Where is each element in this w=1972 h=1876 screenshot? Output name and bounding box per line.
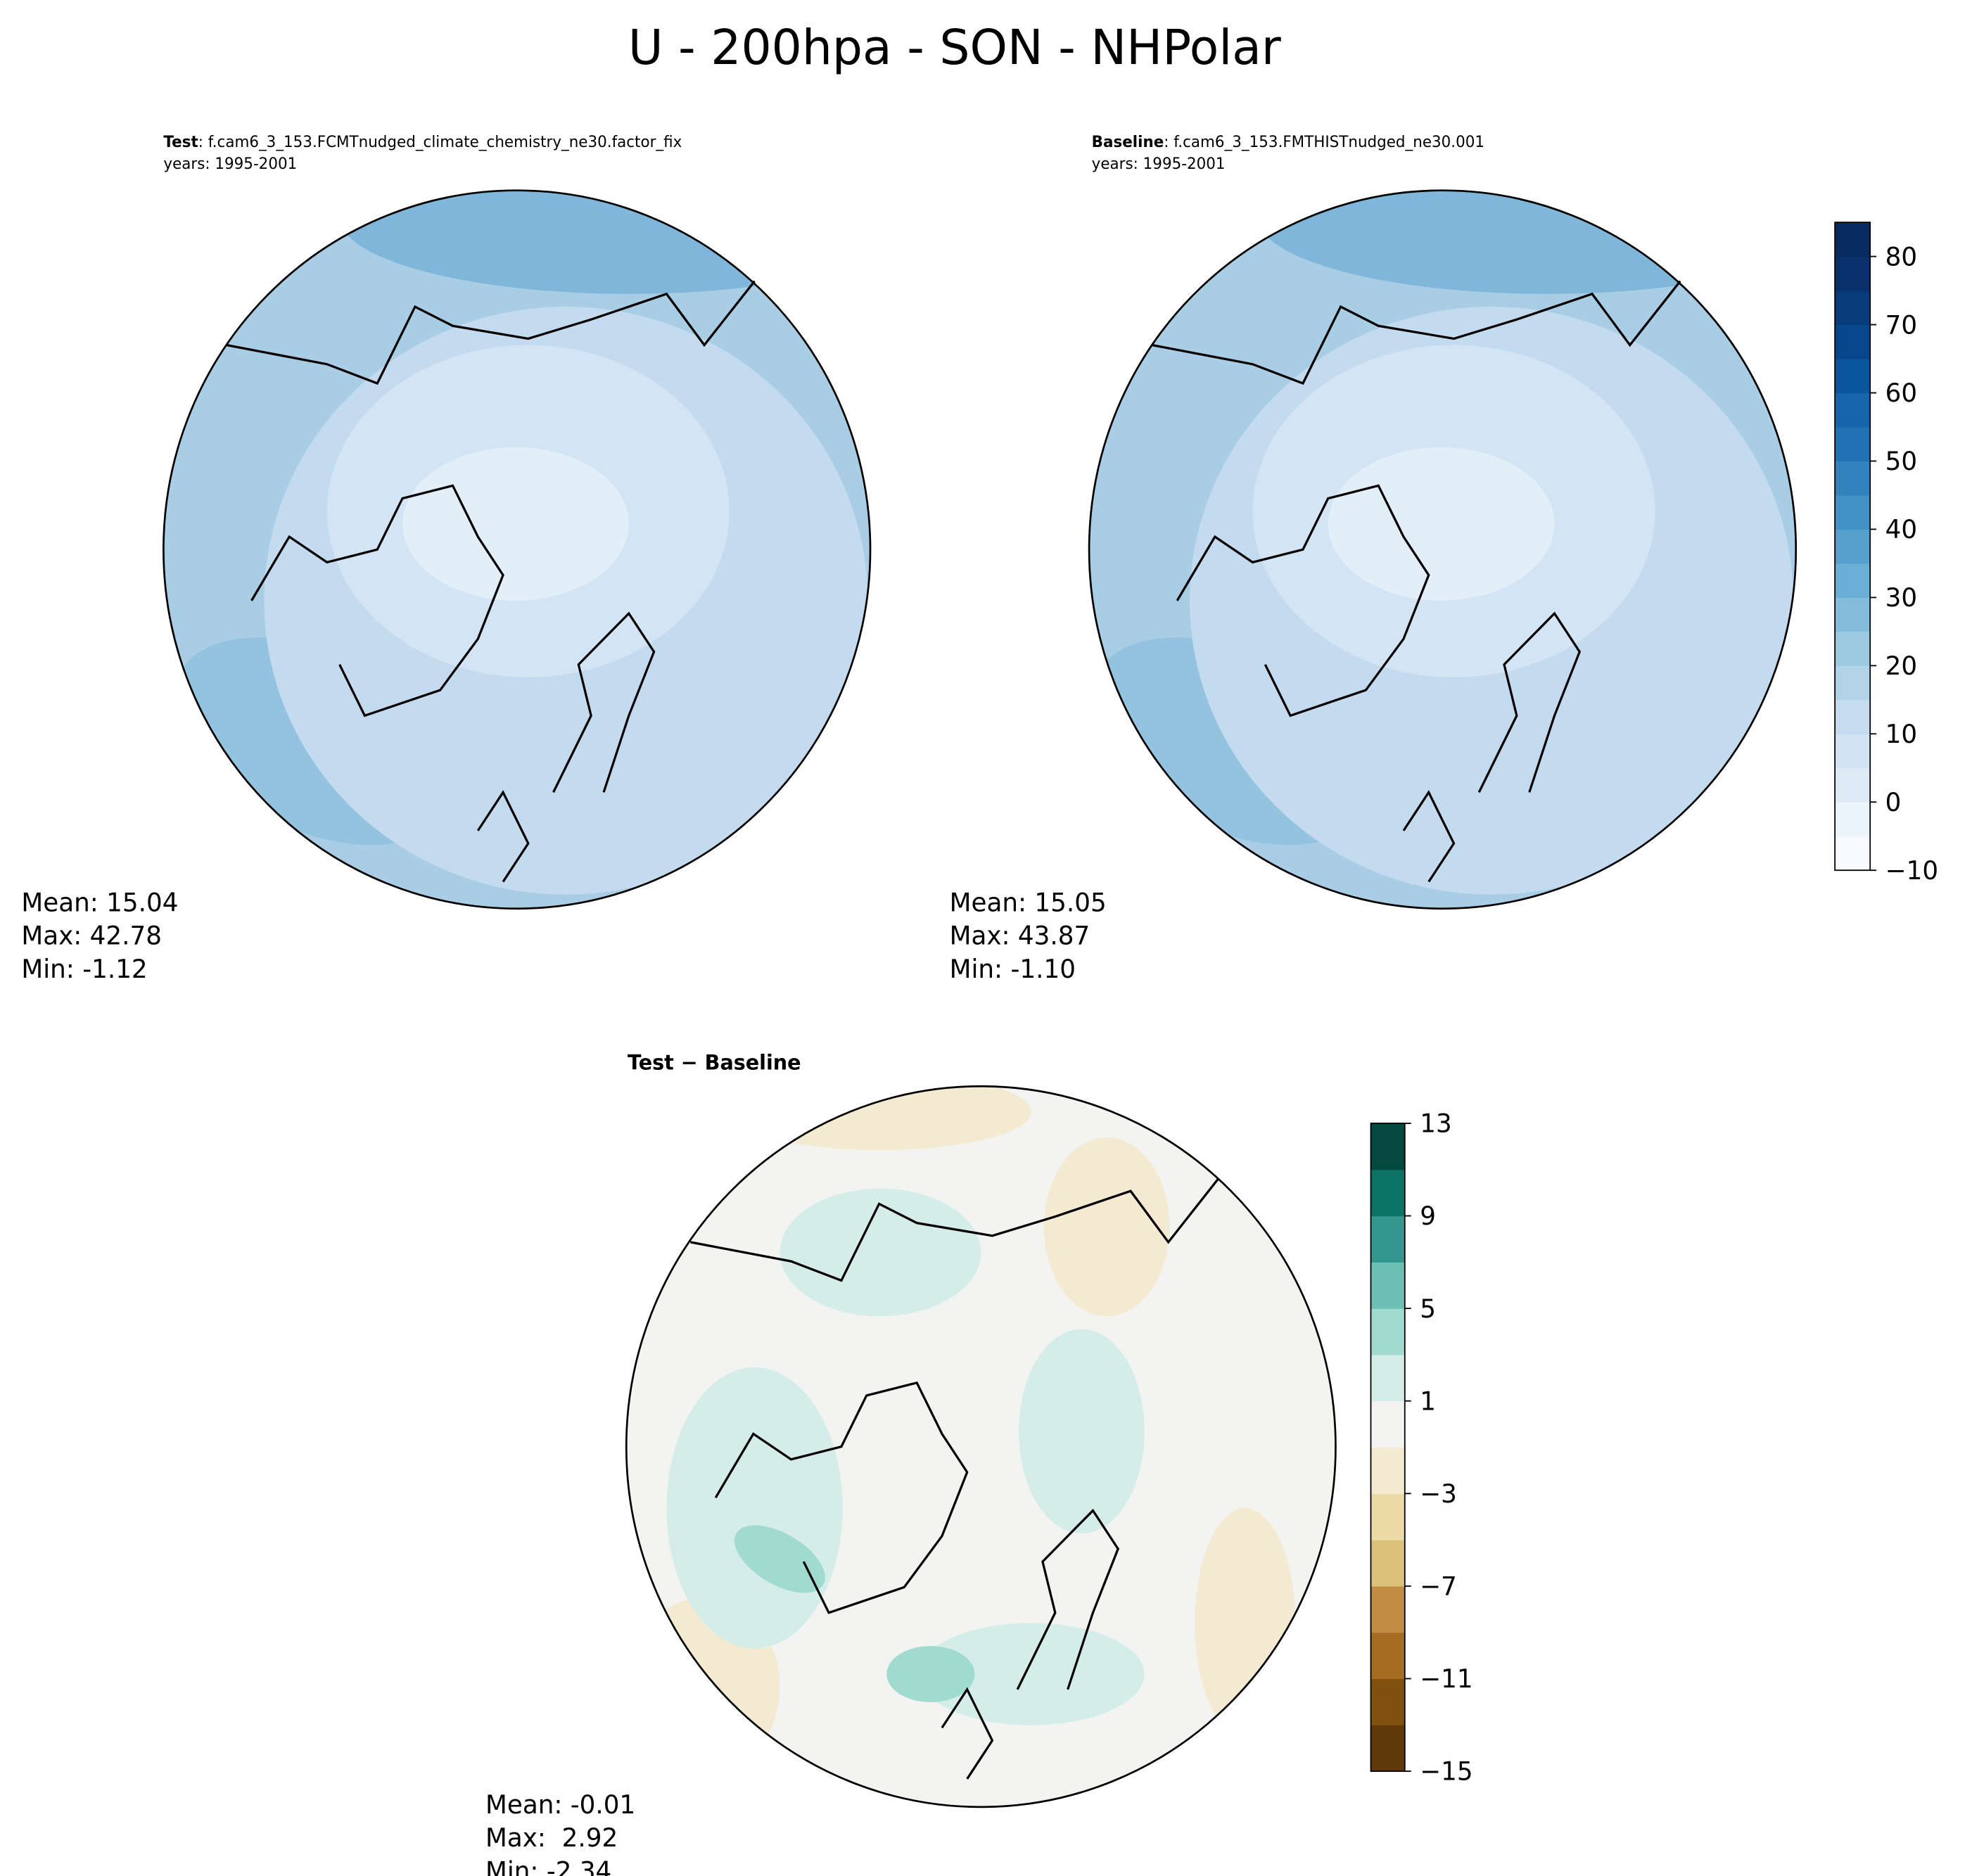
colorbar-segment <box>1835 359 1871 394</box>
colorbar-tick-label: 9 <box>1420 1202 1436 1231</box>
colorbar-segment <box>1370 1215 1405 1263</box>
colorbar-segment <box>1370 1169 1405 1217</box>
case-label: Test <box>163 134 198 151</box>
colorbar-tick-label: 70 <box>1885 311 1917 340</box>
map <box>1089 190 1796 909</box>
case-name: : f.cam6_3_153.FCMTnudged_climate_chemis… <box>198 134 682 151</box>
colorbar-tick-label: 40 <box>1885 516 1917 544</box>
colorbar-segment <box>1835 802 1871 837</box>
stat: Mean: -0.01 <box>485 1791 635 1820</box>
colorbar-tick-label: 50 <box>1885 447 1917 476</box>
years: years: 1995-2001 <box>163 155 297 173</box>
coastline <box>690 1178 1220 1780</box>
colorbar-segment <box>1370 1354 1405 1402</box>
stat: Min: -1.12 <box>21 955 147 984</box>
stat: Max: 2.92 <box>485 1824 618 1853</box>
colorbar-segment <box>1835 836 1871 871</box>
colorbar-tick-label: 5 <box>1420 1295 1436 1324</box>
colorbar-tick-label: 60 <box>1885 379 1917 408</box>
figure-title: U - 200hpa - SON - NHPolar <box>628 19 1282 76</box>
colorbar-tick-label: 10 <box>1885 720 1917 749</box>
coastline <box>1152 280 1681 883</box>
colorbar-segment <box>1835 324 1871 359</box>
map <box>163 190 871 909</box>
colorbar-tick-label: 30 <box>1885 584 1917 613</box>
stat: Mean: 15.05 <box>950 888 1107 917</box>
colorbar-segment <box>1835 393 1871 428</box>
stat: Max: 43.87 <box>950 921 1090 950</box>
colorbar-segment <box>1835 222 1871 257</box>
colorbar-frame <box>1834 222 1871 872</box>
colorbar-segment <box>1835 699 1871 734</box>
colorbar-tick-label: −15 <box>1420 1757 1472 1786</box>
colorbar-segment <box>1835 529 1871 564</box>
colorbar-segment <box>1370 1493 1405 1540</box>
colorbar-segment <box>1370 1123 1405 1170</box>
map-border <box>163 189 872 910</box>
years: years: 1995-2001 <box>1092 155 1226 173</box>
map-border <box>1088 189 1798 910</box>
colorbar-segment <box>1835 461 1871 496</box>
colorbar-segment <box>1370 1585 1405 1633</box>
colorbar-segment <box>1370 1308 1405 1355</box>
colorbar-segment <box>1835 291 1871 326</box>
colorbar-segment <box>1835 597 1871 632</box>
panel-label: Test: f.cam6_3_153.FCMTnudged_climate_ch… <box>163 134 682 151</box>
colorbar-tick-label: 80 <box>1885 243 1917 272</box>
colorbar-segment <box>1370 1678 1405 1725</box>
colorbar-segment <box>1835 767 1871 803</box>
case-name: : f.cam6_3_153.FMTHISTnudged_ne30.001 <box>1164 134 1484 151</box>
colorbar-segment <box>1370 1262 1405 1309</box>
colorbar-segment <box>1835 494 1871 530</box>
colorbar-frame <box>1370 1123 1406 1772</box>
coastline <box>226 280 756 883</box>
colorbar-segment <box>1835 665 1871 701</box>
colorbar-segment <box>1370 1447 1405 1494</box>
colorbar-tick-label: 1 <box>1420 1387 1436 1416</box>
stat: Min: -2.34 <box>485 1857 611 1876</box>
colorbar-tick-label: 13 <box>1420 1109 1451 1138</box>
colorbar-segment <box>1835 631 1871 666</box>
colorbar-segment <box>1835 734 1871 769</box>
panel-label: Test − Baseline <box>628 1050 801 1074</box>
colorbar-segment <box>1370 1540 1405 1587</box>
colorbar-segment <box>1370 1725 1405 1772</box>
stat: Mean: 15.04 <box>21 888 178 917</box>
map <box>626 1086 1336 1807</box>
case-label: Baseline <box>1092 134 1164 151</box>
colorbar-tick-label: −10 <box>1885 857 1938 886</box>
colorbar-tick-label: −3 <box>1420 1480 1457 1509</box>
colorbar-segment <box>1370 1400 1405 1448</box>
colorbar-segment <box>1835 256 1871 291</box>
colorbar-segment <box>1370 1632 1405 1679</box>
colorbar-tick-label: 0 <box>1885 789 1902 817</box>
stat: Min: -1.10 <box>950 955 1076 984</box>
colorbar-segment <box>1835 563 1871 598</box>
stat: Max: 42.78 <box>21 921 162 950</box>
map-border <box>625 1085 1337 1808</box>
colorbar-tick-label: −11 <box>1420 1665 1472 1694</box>
colorbar-tick-label: −7 <box>1420 1572 1457 1601</box>
panel-label: Baseline: f.cam6_3_153.FMTHISTnudged_ne3… <box>1092 134 1484 151</box>
colorbar-tick-label: 20 <box>1885 652 1917 681</box>
colorbar-segment <box>1835 426 1871 462</box>
